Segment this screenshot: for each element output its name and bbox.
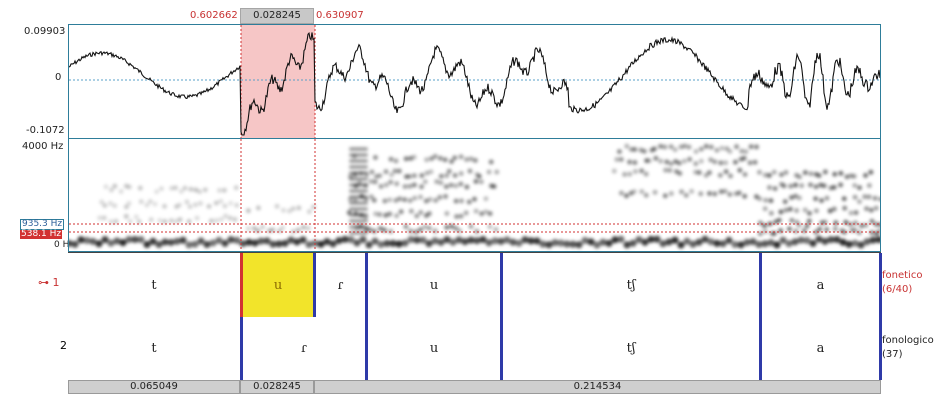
duration-after-selection[interactable]: 0.214534 (314, 380, 881, 394)
tier2-boundary[interactable] (759, 317, 762, 380)
tier1-boundary[interactable] (500, 253, 503, 317)
tier2-boundary[interactable] (240, 317, 243, 380)
tier-2-number[interactable]: 2 (60, 339, 67, 352)
waveform-zero-label: 0 (55, 72, 62, 83)
spectrogram-energy (69, 143, 880, 249)
tier1-boundary[interactable] (879, 253, 882, 317)
tier-1-number[interactable]: ⊶ 1 (38, 276, 60, 289)
waveform-svg (69, 25, 880, 138)
tier-fonetico[interactable]: t u ɾ u tʃ a (68, 252, 882, 318)
frequency-cursor-label-2: 538.1 Hz (20, 229, 63, 239)
interval-label[interactable]: u (429, 277, 439, 293)
interval-label[interactable]: tʃ (626, 341, 636, 356)
selection-end-time: 0.630907 (316, 10, 364, 21)
interval-label[interactable]: a (816, 341, 825, 356)
tier2-boundary[interactable] (879, 317, 882, 380)
spectrogram-svg (69, 139, 880, 251)
interval-label[interactable]: tʃ (626, 277, 636, 293)
tier1-boundary[interactable] (365, 253, 368, 317)
tier2-boundary[interactable] (500, 317, 503, 380)
tier-fonologico[interactable]: t ɾ u tʃ a (68, 317, 882, 381)
interval-label[interactable]: t (151, 341, 157, 356)
selection-highlight (241, 25, 315, 138)
tier1-boundary[interactable] (240, 253, 243, 317)
tier2-boundary[interactable] (365, 317, 368, 380)
selection-duration[interactable]: 0.028245 (240, 8, 314, 24)
spectrogram-top-label: 4000 Hz (22, 141, 64, 152)
tier-2-name[interactable]: fonologico (37) (882, 335, 934, 360)
duration-selection[interactable]: 0.028245 (240, 380, 314, 394)
tier-1-name[interactable]: fonetico (6/40) (882, 270, 923, 295)
interval-label[interactable]: u (429, 341, 439, 356)
tier1-boundary[interactable] (759, 253, 762, 317)
interval-label-selected[interactable]: u (273, 277, 283, 293)
tier1-boundary[interactable] (313, 253, 316, 317)
duration-before-selection[interactable]: 0.065049 (68, 380, 240, 394)
interval-label[interactable]: t (151, 277, 157, 293)
frequency-cursor-label-1: 935.3 Hz (20, 219, 65, 230)
interval-label[interactable]: ɾ (337, 277, 344, 293)
waveform-max-label: 0.09903 (24, 26, 66, 37)
waveform-trace (69, 32, 880, 136)
spectrogram-panel[interactable] (68, 139, 881, 252)
interval-label[interactable]: a (816, 277, 825, 293)
spectrogram-bottom-label: 0 Hz (54, 240, 75, 250)
waveform-panel[interactable] (68, 24, 881, 139)
interval-label[interactable]: ɾ (301, 341, 307, 356)
selection-start-time: 0.602662 (190, 10, 238, 21)
selected-interval-highlight[interactable] (243, 253, 313, 317)
waveform-min-label: -0.1072 (26, 125, 65, 136)
tier-active-key-icon: ⊶ (38, 276, 49, 289)
